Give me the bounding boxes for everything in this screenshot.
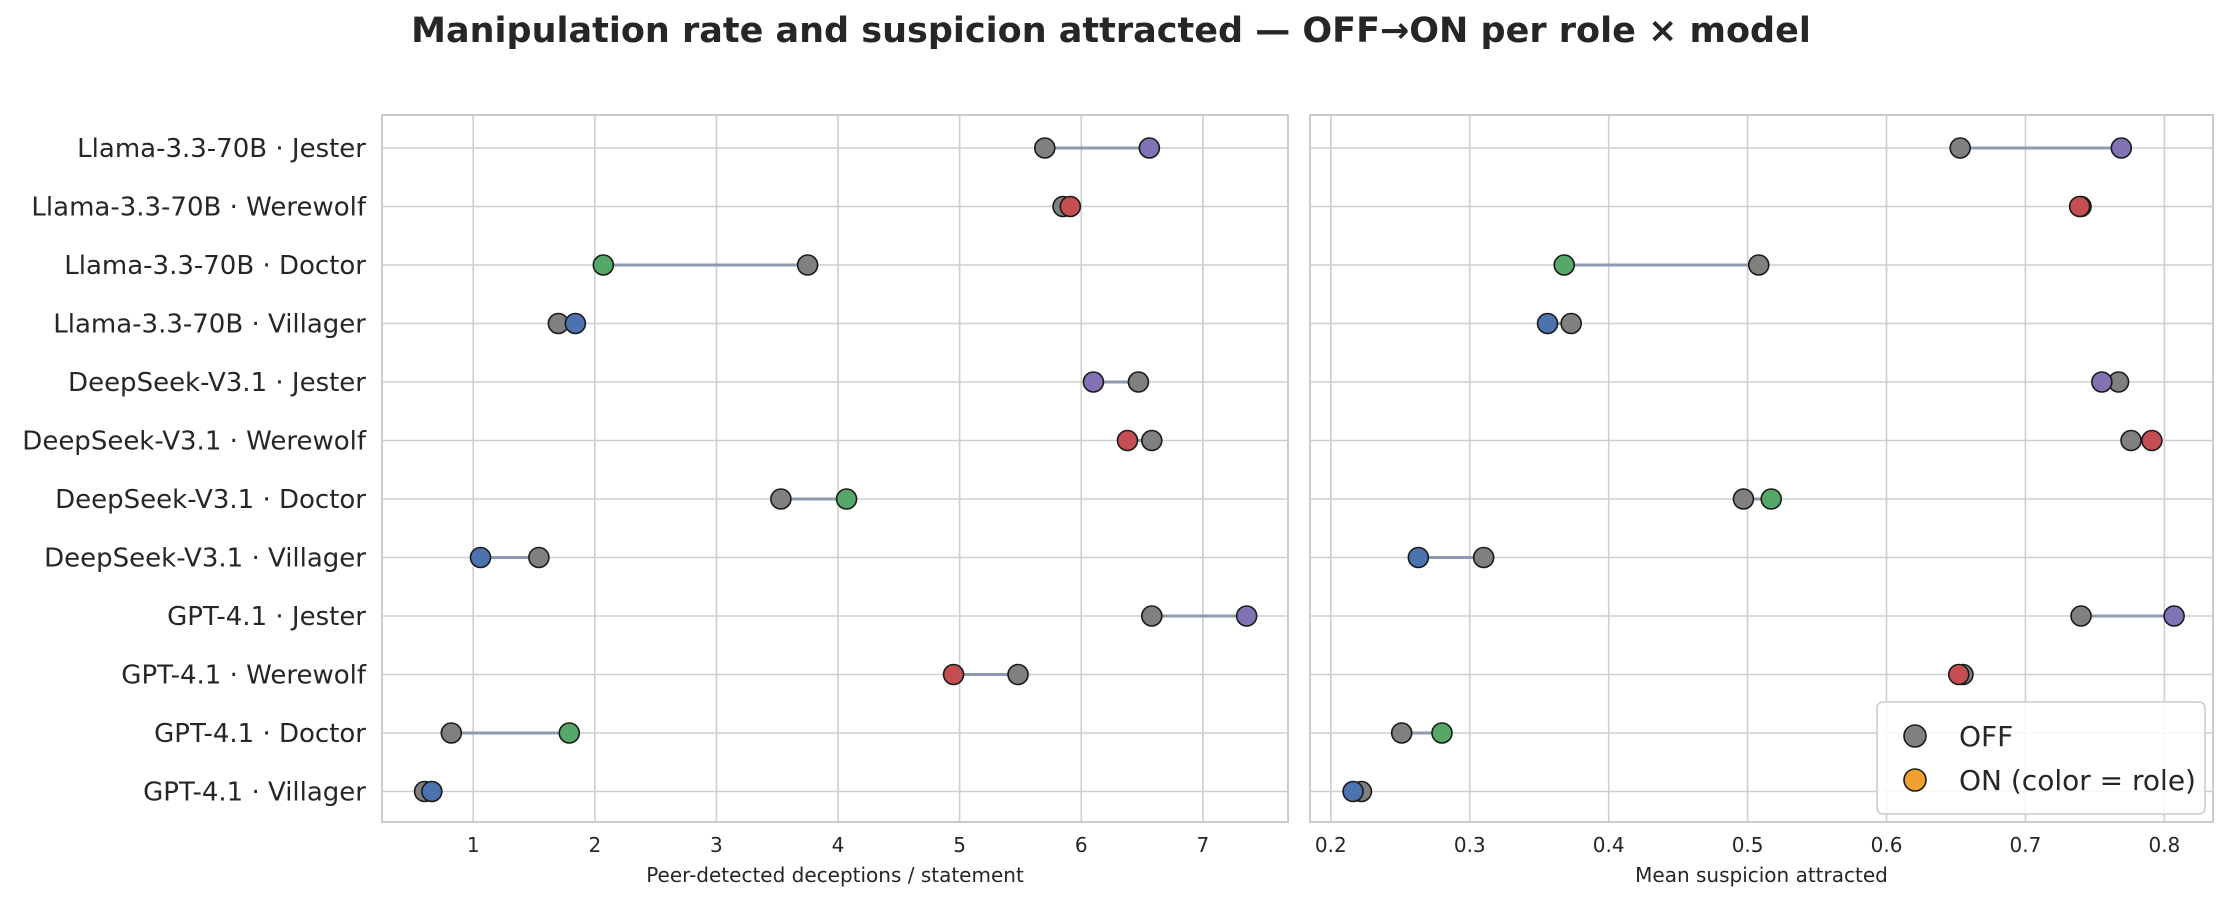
- off-point: [1140, 429, 1163, 452]
- on-point: [1116, 429, 1139, 452]
- x-tick-label: 0.7: [2010, 833, 2042, 857]
- on-point: [942, 663, 965, 686]
- off-point: [528, 546, 550, 569]
- legend: OFF ON (color = role): [1876, 701, 2206, 815]
- legend-on-marker: [1903, 768, 1927, 792]
- on-point: [2068, 195, 2091, 218]
- x-tick-label: 6: [1075, 833, 1088, 857]
- x-tick-label: 2: [588, 833, 601, 857]
- off-point: [1732, 488, 1755, 510]
- x-tick-label: 5: [953, 833, 966, 857]
- x-tick-label: 0.2: [1315, 833, 1347, 857]
- on-point: [1553, 254, 1576, 276]
- category-label: DeepSeek-V3.1 · Werewolf: [22, 427, 367, 457]
- x-tick-label: 0.5: [1732, 833, 1764, 857]
- on-point: [1947, 663, 1970, 686]
- on-point: [1760, 488, 1783, 510]
- on-point: [1431, 722, 1453, 744]
- off-point: [1127, 371, 1150, 393]
- x-tick-label: 0.6: [1871, 833, 1903, 857]
- category-label: Llama-3.3-70B · Doctor: [64, 251, 366, 281]
- on-point: [592, 254, 615, 276]
- category-label: Llama-3.3-70B · Jester: [77, 134, 366, 164]
- on-point: [1059, 195, 1082, 218]
- x-tick-label: 0.8: [2148, 833, 2180, 857]
- on-point: [469, 546, 492, 569]
- on-point: [558, 722, 581, 744]
- off-point: [1007, 663, 1029, 686]
- x-tick-label: 4: [832, 833, 845, 857]
- on-point: [2110, 137, 2133, 159]
- category-label: GPT-4.1 · Villager: [143, 778, 366, 808]
- on-point: [1138, 137, 1161, 159]
- category-label: GPT-4.1 · Werewolf: [121, 661, 367, 691]
- plot-frame: [1309, 114, 2214, 823]
- x-tick-label: 1: [467, 833, 480, 857]
- category-label: DeepSeek-V3.1 · Villager: [44, 544, 366, 574]
- plot-area: [382, 115, 1288, 822]
- off-point: [2120, 429, 2142, 452]
- on-point: [1082, 371, 1105, 393]
- on-point: [2141, 429, 2163, 452]
- category-label: GPT-4.1 · Doctor: [154, 719, 366, 749]
- plot-frame: [381, 114, 1289, 823]
- on-point: [1342, 780, 1364, 803]
- panel-mean-suspicion: 0.2 0.3 0.4 0.5 0.6 0.7 0.8 Mean suspicion attr…: [1309, 114, 2214, 887]
- category-label: DeepSeek-V3.1 · Doctor: [55, 485, 366, 515]
- legend-box: [1876, 701, 2206, 815]
- off-point: [1949, 137, 1971, 159]
- legend-label: OFF: [1959, 720, 2013, 753]
- on-point: [1536, 312, 1559, 335]
- figure-title: Manipulation rate and suspicion attracte…: [411, 11, 1811, 51]
- x-tick-label: 0.4: [1593, 833, 1625, 857]
- legend-off-marker: [1903, 724, 1927, 748]
- on-point: [2091, 371, 2113, 393]
- x-tick-label: 3: [710, 833, 723, 857]
- category-label: Llama-3.3-70B · Werewolf: [31, 193, 366, 223]
- off-point: [796, 254, 819, 276]
- off-point: [770, 488, 792, 510]
- off-point: [1140, 605, 1163, 627]
- x-axis-label: Mean suspicion attracted: [1635, 863, 1888, 887]
- off-point: [1472, 546, 1495, 569]
- category-label: DeepSeek-V3.1 · Jester: [68, 368, 366, 398]
- off-point: [1560, 312, 1582, 335]
- x-tick-label: 7: [1197, 833, 1210, 857]
- on-point: [564, 312, 587, 335]
- off-point: [440, 722, 463, 744]
- off-point: [1390, 722, 1413, 744]
- on-point: [421, 780, 443, 803]
- category-label: Llama-3.3-70B · Villager: [53, 310, 366, 340]
- on-point: [835, 488, 858, 510]
- off-point: [2070, 605, 2092, 627]
- off-point: [1747, 254, 1770, 276]
- off-point: [1033, 137, 1056, 159]
- on-point: [1235, 605, 1258, 627]
- category-label: GPT-4.1 · Jester: [167, 602, 366, 632]
- x-axis-label: Peer-detected deceptions / statement: [646, 863, 1024, 887]
- on-point: [2163, 605, 2185, 627]
- panel-manipulation-rate: 1 2 3 4 5 6 7 Llama-3.3-70B · Jester Llama-3.3-7…: [22, 114, 1289, 887]
- x-tick-label: 0.3: [1454, 833, 1486, 857]
- on-point: [1407, 546, 1430, 569]
- legend-label: ON (color = role): [1959, 764, 2196, 797]
